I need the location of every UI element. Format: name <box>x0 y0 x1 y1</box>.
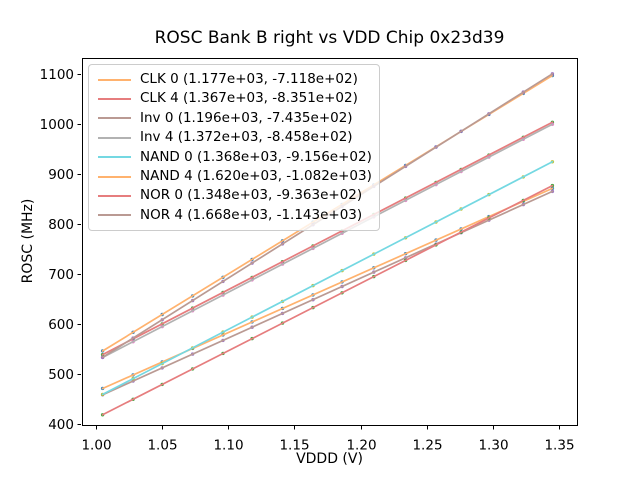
x-tick-label: 1.15 <box>279 438 309 454</box>
legend-item: CLK 4 (1.367e+03, -8.351e+02) <box>98 89 370 108</box>
legend-item: NOR 0 (1.348e+03, -9.363e+02) <box>98 186 370 205</box>
fit-line <box>101 123 554 359</box>
legend: CLK 0 (1.177e+03, -7.118e+02) CLK 4 (1.36… <box>88 64 380 232</box>
x-tick-label: 1.00 <box>81 438 111 454</box>
fit-line <box>101 190 554 396</box>
legend-line-swatch <box>98 98 131 101</box>
legend-item-label: NOR 4 (1.668e+03, -1.143e+03) <box>140 206 363 223</box>
x-tick-label: 1.05 <box>147 438 177 454</box>
x-tick-label: 1.30 <box>478 438 508 454</box>
legend-item-label: NAND 4 (1.620e+03, -1.082e+03) <box>140 167 372 184</box>
legend-item-label: Inv 0 (1.196e+03, -7.435e+02) <box>140 109 353 126</box>
fit-line <box>101 184 554 416</box>
x-tick-label: 1.35 <box>544 438 574 454</box>
x-tick-label: 1.20 <box>346 438 376 454</box>
y-tick-label: 1100 <box>40 67 74 83</box>
legend-line-swatch <box>98 136 131 139</box>
axes-frame <box>82 58 578 426</box>
fit-line <box>101 121 554 356</box>
y-tick-label: 700 <box>48 267 74 283</box>
x-tick-label: 1.10 <box>213 438 243 454</box>
legend-item-label: NOR 0 (1.348e+03, -9.363e+02) <box>140 187 363 204</box>
legend-line-swatch <box>98 214 131 217</box>
legend-item: Inv 0 (1.196e+03, -7.435e+02) <box>98 109 370 128</box>
y-tick-label: 500 <box>48 367 74 383</box>
legend-item: NOR 4 (1.668e+03, -1.143e+03) <box>98 206 370 225</box>
y-tick-label: 900 <box>48 167 74 183</box>
legend-item: NAND 4 (1.620e+03, -1.082e+03) <box>98 167 372 186</box>
legend-item-label: CLK 0 (1.177e+03, -7.118e+02) <box>140 70 358 87</box>
legend-item: Inv 4 (1.372e+03, -8.458e+02) <box>98 128 370 147</box>
chart-title: ROSC Bank B right vs VDD Chip 0x23d39 <box>154 28 505 48</box>
legend-item-label: CLK 4 (1.367e+03, -8.351e+02) <box>140 90 358 107</box>
legend-line-swatch <box>98 117 131 120</box>
y-tick-label: 1000 <box>40 117 74 133</box>
legend-item: CLK 0 (1.177e+03, -7.118e+02) <box>98 70 370 89</box>
y-tick-label: 400 <box>48 417 74 433</box>
legend-line-swatch <box>98 156 131 159</box>
fit-line <box>101 160 554 396</box>
series-nor-0 <box>100 183 555 417</box>
legend-item-label: Inv 4 (1.372e+03, -8.458e+02) <box>140 129 353 146</box>
legend-item-label: NAND 0 (1.368e+03, -9.156e+02) <box>140 148 372 165</box>
legend-line-swatch <box>98 78 131 81</box>
legend-line-swatch <box>98 175 131 178</box>
y-tick-label: 600 <box>48 317 74 333</box>
x-tick-label: 1.25 <box>412 438 442 454</box>
legend-item: NAND 0 (1.368e+03, -9.156e+02) <box>98 148 372 167</box>
y-axis-label: ROSC (MHz) <box>20 198 36 284</box>
y-tick-label: 800 <box>48 217 74 233</box>
x-axis-label: VDDD (V) <box>296 451 363 467</box>
series-nand-0 <box>100 160 555 397</box>
legend-line-swatch <box>98 195 131 198</box>
